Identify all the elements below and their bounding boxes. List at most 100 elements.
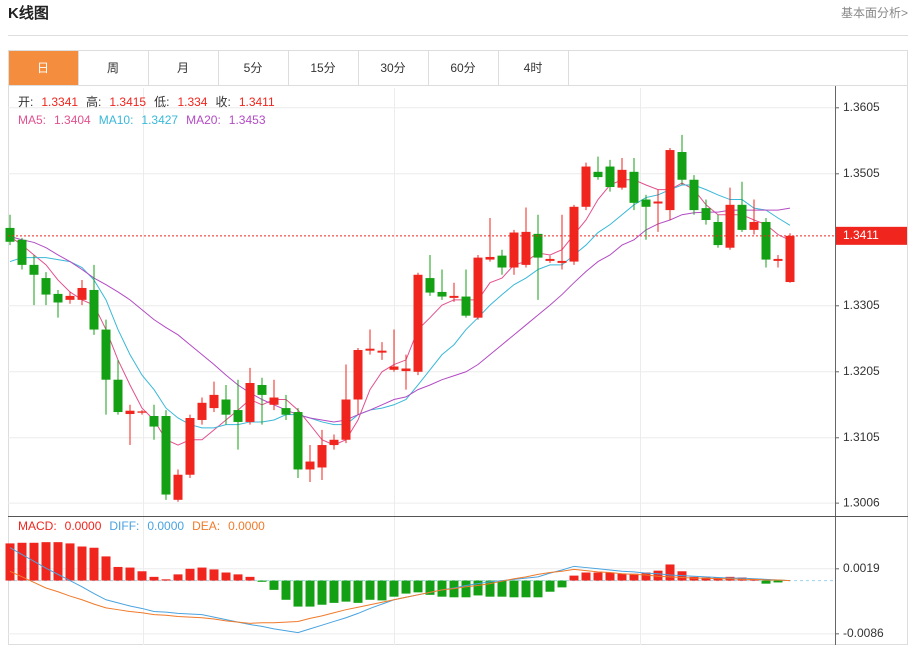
macd-bar <box>437 580 447 597</box>
macd-bar <box>761 580 771 584</box>
macd-bar <box>749 579 759 581</box>
tab-label[interactable]: 月 <box>177 61 189 75</box>
candle-body <box>761 221 771 260</box>
tab-label[interactable]: 周 <box>107 61 119 75</box>
candle-body <box>485 256 495 260</box>
macd-bar <box>161 579 171 581</box>
candle-body <box>401 368 411 372</box>
candle-body <box>569 206 579 262</box>
candle-body <box>545 258 555 261</box>
page-title: K线图 <box>8 4 49 22</box>
macd-bar <box>521 580 531 598</box>
candle-body <box>125 410 135 415</box>
legend-text: 1.3453 <box>229 113 266 127</box>
macd-bar <box>593 572 603 581</box>
candle-body <box>5 227 15 242</box>
macd-bar <box>221 572 231 581</box>
macd-bar <box>77 546 87 581</box>
macd-bar <box>53 542 63 581</box>
macd-bar <box>509 580 519 598</box>
candle-body <box>365 348 375 351</box>
macd-bar <box>149 576 159 581</box>
tab[interactable] <box>148 50 219 86</box>
macd-bar <box>389 580 399 597</box>
macd-bar <box>233 574 243 581</box>
legend-text: 0.0000 <box>228 519 265 533</box>
candle-body <box>533 233 543 258</box>
tab-label[interactable]: 30分 <box>380 61 405 75</box>
macd-bar <box>581 572 591 581</box>
y-tick-label: -0.0086 <box>843 626 884 640</box>
legend-text: 1.3415 <box>109 95 146 109</box>
candle-body <box>89 289 99 330</box>
candle-body <box>581 166 591 207</box>
candle-body <box>113 379 123 413</box>
tab[interactable] <box>498 50 569 86</box>
candle-body <box>53 293 63 303</box>
macd-bar <box>569 575 579 581</box>
candle-body <box>377 350 387 353</box>
candle-body <box>293 412 303 470</box>
legend-text: 低: <box>154 95 169 109</box>
macd-bar <box>473 580 483 596</box>
tab-label[interactable]: 60分 <box>450 61 475 75</box>
macd-bar <box>353 580 363 603</box>
macd-bar <box>101 556 111 581</box>
macd-bar <box>641 572 651 581</box>
candle-body <box>17 239 27 265</box>
tab[interactable] <box>78 50 149 86</box>
tab-label[interactable]: 4时 <box>524 61 543 75</box>
candle-body <box>137 411 147 413</box>
tab[interactable] <box>288 50 359 86</box>
candle-body <box>677 152 687 180</box>
macd-bar <box>89 547 99 581</box>
macd-bar <box>557 580 567 588</box>
candle-body <box>245 383 255 422</box>
candle-body <box>161 416 171 495</box>
tab[interactable] <box>8 50 79 86</box>
candle-body <box>209 394 219 409</box>
legend-text: 1.3404 <box>54 113 91 127</box>
macd-bar <box>629 573 639 581</box>
candle-body <box>653 201 663 204</box>
legend-text: 1.3411 <box>239 95 275 109</box>
candle-body <box>749 221 759 230</box>
tab-label[interactable]: 15分 <box>310 61 335 75</box>
candle-body <box>389 366 399 370</box>
analysis-link[interactable]: 基本面分析> <box>841 6 908 20</box>
macd-bar <box>305 580 315 607</box>
candle-body <box>665 150 675 211</box>
macd-bar <box>113 566 123 581</box>
tab-label[interactable]: 5分 <box>244 61 263 75</box>
macd-bar <box>665 564 675 581</box>
legend-text: MA10: <box>99 113 134 127</box>
macd-bar <box>209 569 219 581</box>
macd-bar <box>281 580 291 600</box>
candle-body <box>149 416 159 427</box>
candle-body <box>77 287 87 300</box>
candle-body <box>257 384 267 395</box>
macd-bar <box>413 580 423 593</box>
candle-body <box>269 397 279 405</box>
candle-body <box>197 402 207 420</box>
candle-body <box>641 199 651 207</box>
candle-body <box>701 208 711 220</box>
y-tick-label: 1.3305 <box>843 298 880 312</box>
macd-bar <box>269 580 279 590</box>
ma-line <box>9 207 791 423</box>
macd-bar <box>617 573 627 581</box>
candle-body <box>101 329 111 380</box>
y-tick-label: 1.3105 <box>843 430 880 444</box>
macd-bar <box>497 580 507 597</box>
last-price-tag <box>836 226 907 245</box>
last-price-label: 1.3411 <box>843 228 879 242</box>
candle-body <box>629 171 639 203</box>
tab-label[interactable]: 日 <box>37 61 49 75</box>
candle-body <box>473 257 483 318</box>
macd-bar <box>701 577 711 581</box>
ma-line <box>9 179 791 446</box>
candle-body <box>341 399 351 440</box>
macd-bar <box>377 580 387 601</box>
macd-line <box>9 547 791 634</box>
